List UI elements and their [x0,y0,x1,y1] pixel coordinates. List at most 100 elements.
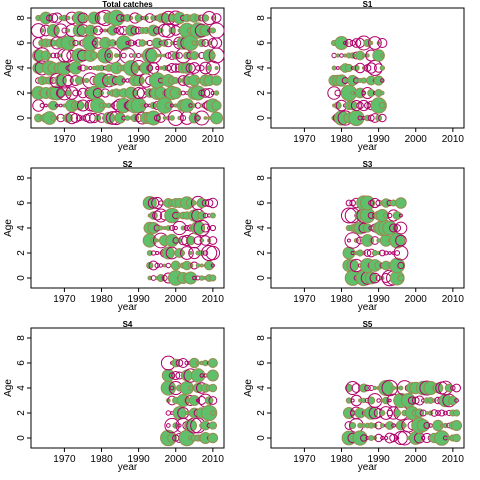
negative-residual-bubble [165,52,172,59]
chart-panel-1: 1970 1980 1990 2000 2010 0 2 4 6 8 year Age Total ca… [3,0,225,153]
positive-residual-bubble [169,115,175,121]
positive-residual-bubble [185,235,196,246]
positive-residual-bubble [162,263,167,268]
positive-residual-bubble [147,222,160,234]
positive-residual-bubble [84,77,90,84]
negative-residual-bubble [454,398,459,403]
negative-residual-bubble [120,52,127,59]
negative-residual-bubble [407,396,417,405]
negative-residual-bubble [204,87,215,99]
negative-residual-bubble [143,103,149,108]
negative-residual-bubble [207,38,218,48]
positive-residual-bubble [372,385,378,391]
x-tick-label: 1980 [90,294,113,305]
positive-residual-bubble [344,63,354,73]
x-tick-label: 2000 [165,294,188,305]
positive-residual-bubble [49,85,65,101]
negative-residual-bubble [65,111,79,125]
positive-residual-bubble [380,53,385,58]
negative-residual-bubble [207,225,212,231]
negative-residual-bubble [210,37,223,49]
negative-residual-bubble [340,207,357,224]
positive-residual-bubble [194,14,202,22]
negative-residual-bubble [158,263,164,268]
positive-residual-bubble [155,53,160,58]
negative-residual-bubble [195,65,201,71]
y-tick-label: 6 [256,40,267,46]
negative-residual-bubble [376,398,381,403]
positive-residual-bubble [74,100,85,111]
positive-residual-bubble [124,115,131,121]
positive-residual-bubble [432,382,444,394]
panel-title: S4 [123,320,133,329]
x-axis-title: year [358,142,378,153]
negative-residual-bubble [210,263,215,268]
negative-residual-bubble [50,52,57,59]
y-tick-label: 4 [256,385,267,391]
positive-residual-bubble [84,65,90,71]
bubble-marks [30,9,225,126]
negative-residual-bubble [167,110,184,126]
x-tick-label: 1980 [330,454,353,465]
chart-panel-6: 1970 1980 1990 2000 2010 0 2 4 6 8 year Age S5 [243,320,465,473]
negative-residual-bubble [55,103,59,108]
positive-residual-bubble [334,35,349,51]
x-axis-title: year [118,142,138,153]
positive-residual-bubble [452,433,461,443]
positive-residual-bubble [183,397,191,404]
x-axis-title: year [358,302,378,313]
negative-residual-bubble [200,223,210,233]
y-tick-label: 6 [256,200,267,206]
positive-residual-bubble [331,65,337,71]
x-axis-title: year [118,462,138,473]
negative-residual-bubble [339,53,344,58]
x-tick-label: 1990 [128,454,151,465]
positive-residual-bubble [208,421,218,430]
positive-residual-bubble [114,75,126,86]
positive-residual-bubble [158,225,164,231]
y-tick-label: 0 [16,115,27,121]
bubble-marks [341,379,463,446]
positive-residual-bubble [207,432,219,444]
chart-panel-3: 1970 1980 1990 2000 2010 0 2 4 6 8 year Age S2 [3,160,225,313]
negative-residual-bubble [168,372,176,379]
positive-residual-bubble [395,197,407,209]
y-tick-label: 8 [16,335,27,341]
positive-residual-bubble [103,28,108,33]
positive-residual-bubble [199,263,204,268]
positive-residual-bubble [346,259,359,272]
x-tick-label: 2010 [202,294,225,305]
x-tick-label: 1980 [90,134,113,145]
negative-residual-bubble [208,396,218,405]
bubble-marks [340,195,409,287]
negative-residual-bubble [368,36,382,50]
positive-residual-bubble [209,274,217,282]
negative-residual-bubble [350,99,362,112]
positive-residual-bubble [48,100,59,111]
negative-residual-bubble [327,86,341,100]
negative-residual-bubble [383,250,389,256]
positive-residual-bubble [158,53,163,58]
positive-residual-bubble [188,385,194,391]
positive-residual-bubble [210,111,224,125]
negative-residual-bubble [76,90,82,96]
positive-residual-bubble [424,411,429,415]
negative-residual-bubble [155,250,160,256]
negative-residual-bubble [395,234,407,247]
positive-residual-bubble [359,195,376,211]
negative-residual-bubble [127,39,135,47]
positive-residual-bubble [433,430,450,446]
y-axis-title: Age [243,59,254,77]
positive-residual-bubble [39,11,53,25]
negative-residual-bubble [165,410,172,416]
negative-residual-bubble [171,370,181,381]
negative-residual-bubble [30,23,46,38]
positive-residual-bubble [211,75,222,86]
positive-residual-bubble [385,421,395,430]
x-tick-label: 2010 [202,454,225,465]
positive-residual-bubble [208,383,218,393]
positive-residual-bubble [335,74,348,87]
positive-residual-bubble [203,116,208,120]
x-axis-title: year [358,462,378,473]
positive-residual-bubble [50,115,57,121]
